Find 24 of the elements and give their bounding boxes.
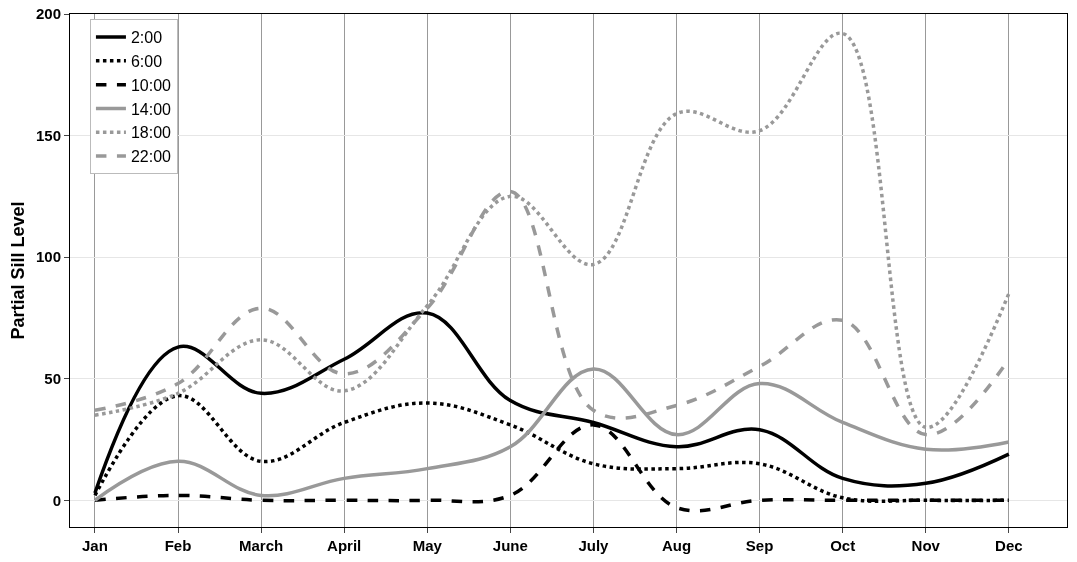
x-tick-label: Nov xyxy=(911,537,941,554)
x-tick-label: July xyxy=(578,537,610,554)
x-tick-label: Oct xyxy=(830,537,856,554)
legend-label: 14:00 xyxy=(130,100,172,118)
x-tick-label: Sep xyxy=(745,537,774,554)
legend-label: 18:00 xyxy=(130,124,172,142)
y-axis-title: Partial Sill Level xyxy=(8,201,28,340)
x-tick-label: Jan xyxy=(81,537,108,554)
y-tick-label: 200 xyxy=(35,5,61,23)
legend-label: 22:00 xyxy=(130,148,172,166)
x-tick-label: May xyxy=(412,537,443,554)
legend-label: 10:00 xyxy=(130,76,172,94)
x-tick-label: Feb xyxy=(164,537,192,554)
y-tick-label: 100 xyxy=(35,248,61,266)
x-tick-label: Aug xyxy=(661,537,692,554)
y-tick-label: 150 xyxy=(35,126,61,144)
x-tick-label: June xyxy=(492,537,528,554)
x-tick-label: March xyxy=(239,537,284,554)
y-tick-label: 50 xyxy=(44,369,61,387)
y-tick-label: 0 xyxy=(52,491,61,509)
legend-label: 6:00 xyxy=(130,53,163,71)
legend-label: 2:00 xyxy=(130,29,163,47)
x-tick-label: Dec xyxy=(995,537,1023,554)
x-tick-label: April xyxy=(327,537,362,554)
